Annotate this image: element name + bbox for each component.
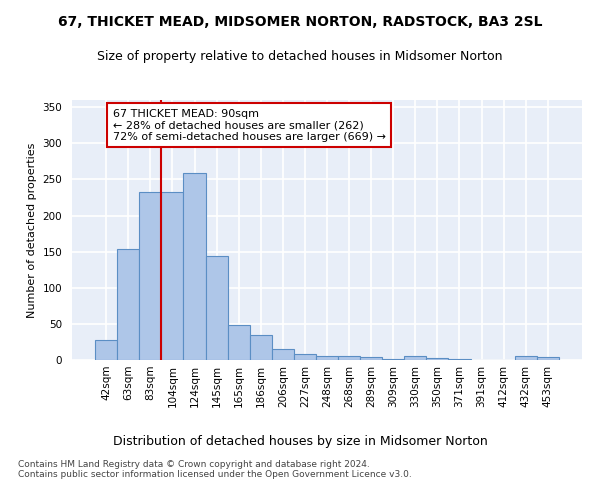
Text: 67 THICKET MEAD: 90sqm
← 28% of detached houses are smaller (262)
72% of semi-de: 67 THICKET MEAD: 90sqm ← 28% of detached… [113,108,386,142]
Text: Contains HM Land Registry data © Crown copyright and database right 2024.
Contai: Contains HM Land Registry data © Crown c… [18,460,412,479]
Bar [95,340,117,360]
Bar [294,354,316,360]
Bar [227,326,250,360]
Bar [184,173,206,360]
Bar [382,358,404,360]
Bar [250,334,272,360]
Bar [206,256,227,360]
Bar [272,349,294,360]
Bar [427,358,448,360]
Bar [360,357,382,360]
Bar [161,192,184,360]
Bar [338,356,360,360]
Bar [117,249,139,360]
Bar [316,356,338,360]
Bar [537,357,559,360]
Text: Distribution of detached houses by size in Midsomer Norton: Distribution of detached houses by size … [113,435,487,448]
Bar [515,356,537,360]
Text: 67, THICKET MEAD, MIDSOMER NORTON, RADSTOCK, BA3 2SL: 67, THICKET MEAD, MIDSOMER NORTON, RADST… [58,15,542,29]
Bar [404,356,427,360]
Y-axis label: Number of detached properties: Number of detached properties [27,142,37,318]
Bar [139,192,161,360]
Text: Size of property relative to detached houses in Midsomer Norton: Size of property relative to detached ho… [97,50,503,63]
